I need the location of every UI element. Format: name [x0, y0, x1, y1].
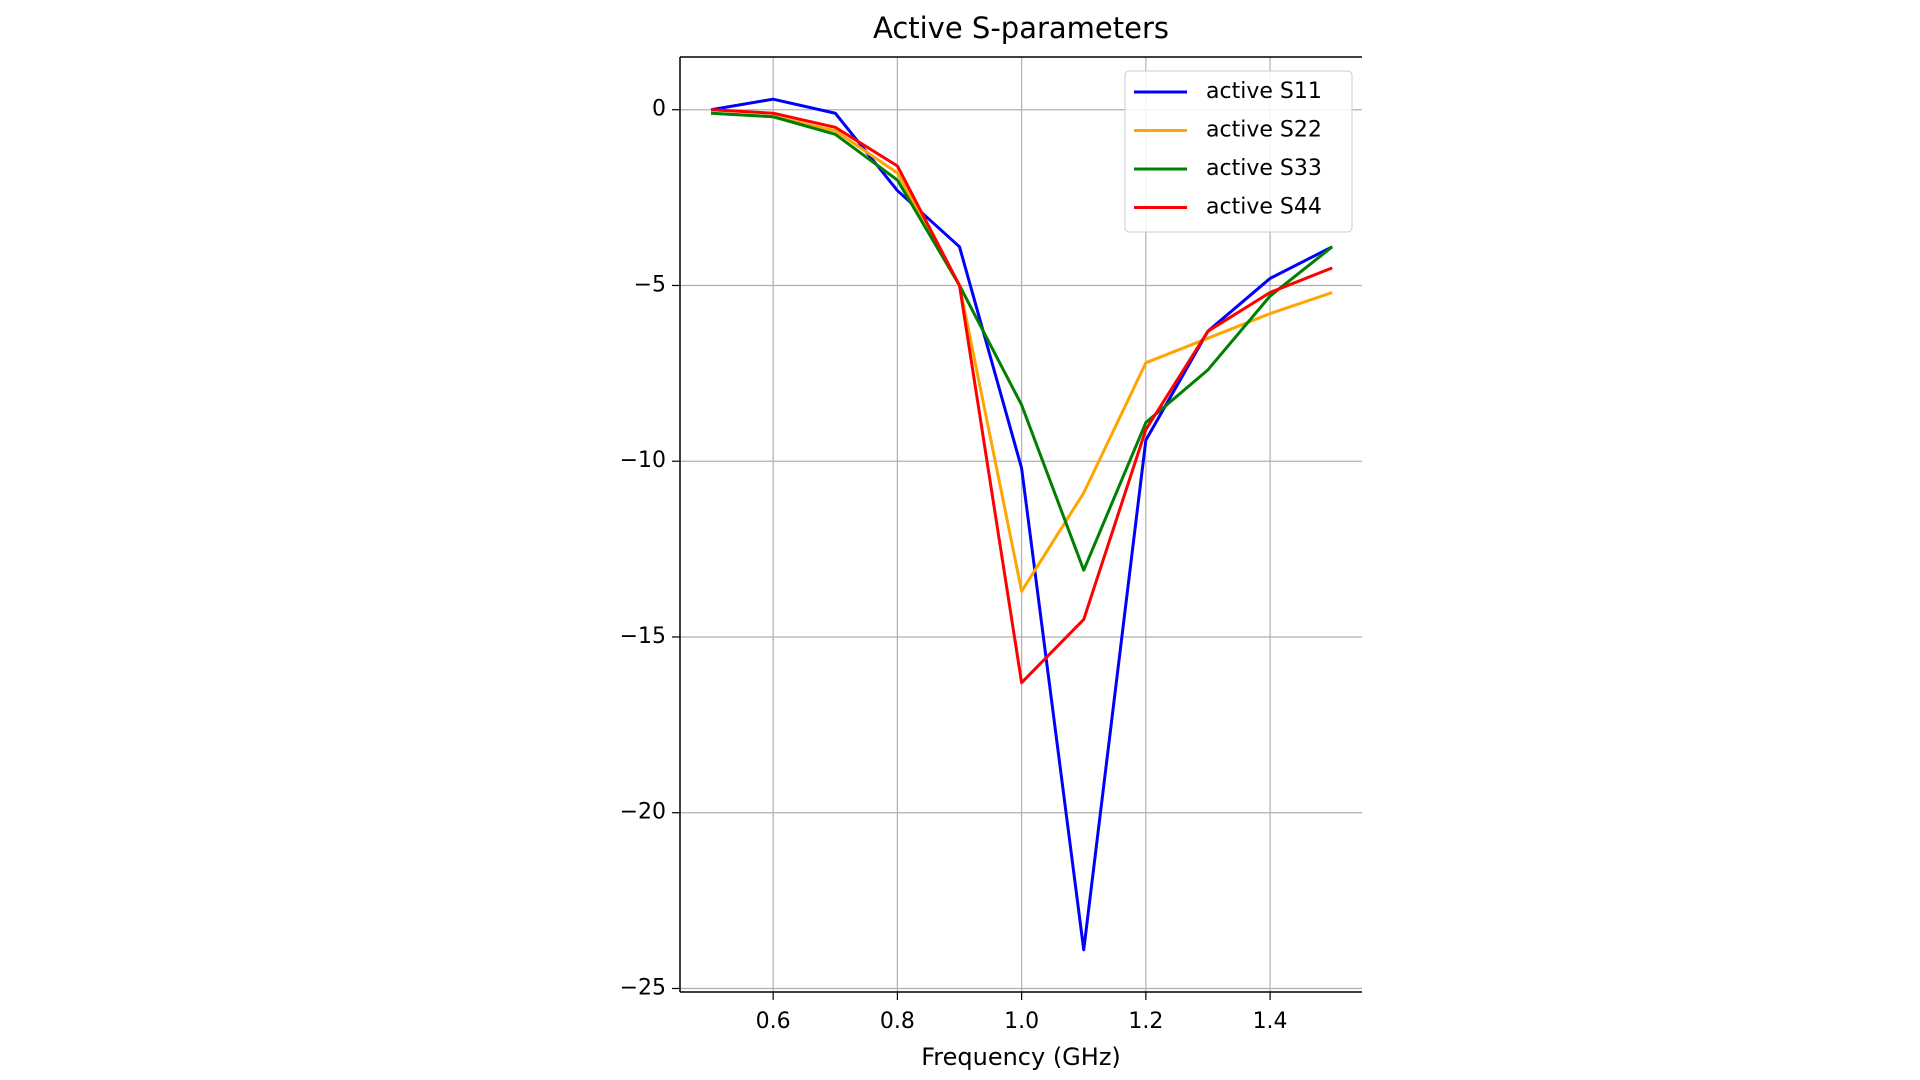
x-tick-label: 1.2 [1128, 1009, 1163, 1034]
series-line [710, 97, 1333, 952]
legend-box [1124, 70, 1353, 233]
x-tick-label: 1.0 [1004, 1009, 1039, 1034]
y-tick-label: −25 [620, 975, 666, 1000]
y-tick-label: −20 [620, 800, 666, 825]
x-tick-label: 0.8 [880, 1009, 915, 1034]
legend-label: active S44 [1206, 195, 1322, 220]
legend-label: active S33 [1206, 156, 1322, 181]
chart-title: Active S-parameters [873, 11, 1169, 45]
legend-label: active S11 [1206, 79, 1322, 104]
y-tick-label: 0 [652, 97, 666, 122]
legend-label: active S22 [1206, 118, 1322, 143]
y-tick-label: −15 [620, 624, 666, 649]
series-line [710, 111, 1334, 572]
y-tick-label: −10 [620, 448, 666, 473]
y-tick-label: −5 [634, 272, 666, 297]
x-tick-label: 1.4 [1253, 1009, 1288, 1034]
x-tick-label: 0.6 [756, 1009, 791, 1034]
series-line [710, 108, 1333, 685]
series-line [710, 111, 1333, 593]
x-axis-label: Frequency (GHz) [921, 1043, 1121, 1071]
